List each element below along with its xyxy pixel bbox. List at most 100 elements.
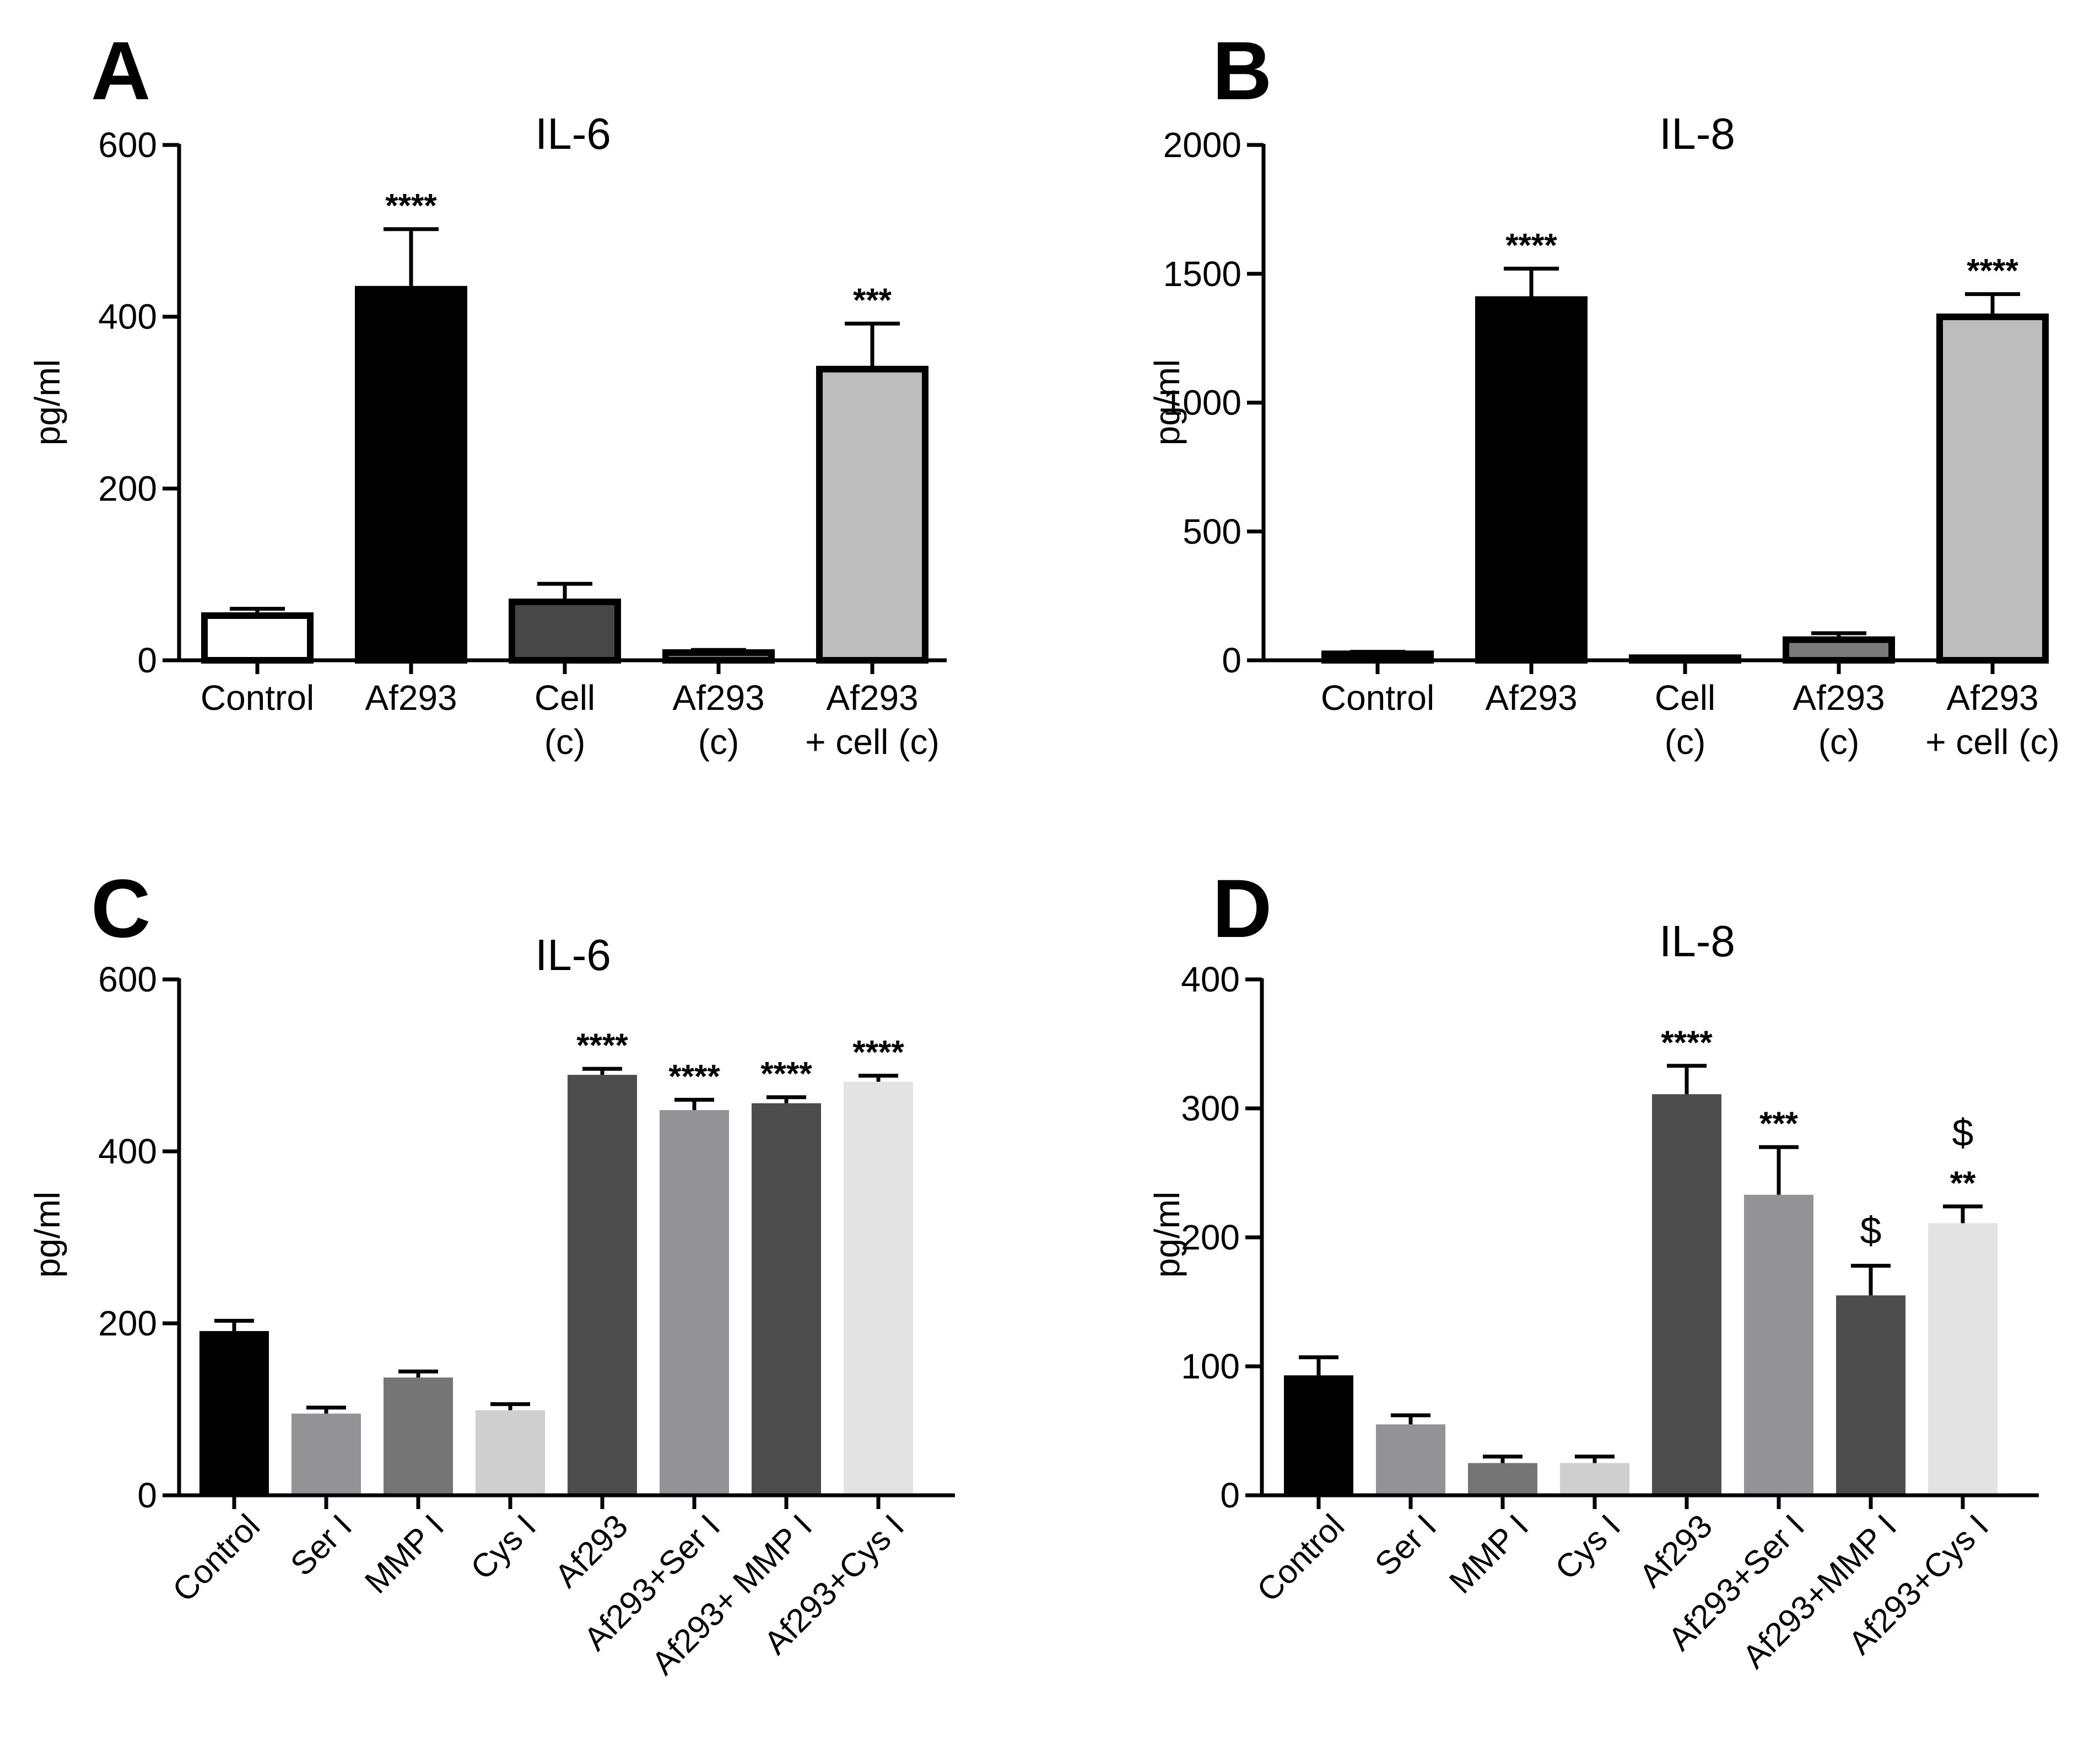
y-tick-label: 400 xyxy=(98,297,157,337)
significance-label: **** xyxy=(1505,227,1557,263)
y-axis-label: pg/ml xyxy=(1147,359,1187,446)
y-tick-label: 200 xyxy=(98,1303,157,1343)
significance-label: **** xyxy=(760,1055,812,1092)
y-tick-label: 1500 xyxy=(1163,254,1241,294)
significance-label: *** xyxy=(1759,1105,1799,1142)
panel-letter: A xyxy=(91,24,150,117)
panel-letter: C xyxy=(91,862,150,955)
category-label-line: + cell (c) xyxy=(1925,722,2060,762)
chart-title: IL-8 xyxy=(1659,109,1735,158)
category-label: Control xyxy=(1250,1507,1351,1609)
category-label: Cys I xyxy=(463,1507,543,1587)
y-tick-label: 500 xyxy=(1183,511,1241,551)
category-label-line: Af293 xyxy=(826,678,918,718)
y-tick-label: 0 xyxy=(1222,640,1241,680)
y-axis-label: pg/ml xyxy=(1147,1192,1187,1278)
y-axis-label: pg/ml xyxy=(28,359,67,446)
y-tick-label: 400 xyxy=(98,1132,157,1171)
bar xyxy=(1376,1424,1445,1495)
significance-label: **** xyxy=(852,1034,904,1071)
category-label: Af293 xyxy=(1485,678,1577,718)
y-axis-label: pg/ml xyxy=(28,1192,67,1278)
category-label-line: Af293 xyxy=(1485,678,1577,718)
category-label: Cell (c) xyxy=(1655,678,1715,762)
bar xyxy=(844,1081,913,1495)
bar xyxy=(1284,1375,1353,1495)
bar xyxy=(355,285,467,664)
bar xyxy=(1475,296,1588,664)
bar xyxy=(1744,1194,1813,1495)
category-label: Ser I xyxy=(283,1507,359,1583)
y-tick-label: 300 xyxy=(1181,1089,1240,1128)
category-label: Af293 (c) xyxy=(1793,678,1885,762)
significance-label: **** xyxy=(1967,252,2018,289)
y-tick-label: 400 xyxy=(1181,960,1240,999)
category-label-line: Control xyxy=(201,678,314,718)
panel-letter: B xyxy=(1212,24,1272,117)
category-label: Af293+ MMP I xyxy=(645,1507,819,1682)
bar xyxy=(568,1075,637,1495)
bar xyxy=(1652,1094,1721,1495)
significance-label: **** xyxy=(668,1058,720,1095)
category-label: Control xyxy=(201,678,314,718)
category-label-line: Af293 xyxy=(365,678,457,718)
category-label: Cell (c) xyxy=(535,678,595,762)
y-tick-label: 200 xyxy=(98,468,157,508)
chart-title: IL-6 xyxy=(535,109,611,158)
significance-label: ** xyxy=(1950,1165,1976,1202)
category-label: Af293 xyxy=(365,678,457,718)
category-label-line: Af293 xyxy=(1946,678,2038,718)
chart-title: IL-8 xyxy=(1659,917,1735,966)
significance-label: **** xyxy=(385,187,437,224)
category-label: Control xyxy=(1321,678,1434,718)
category-label: Af293 xyxy=(1632,1507,1719,1594)
bar xyxy=(291,1413,361,1495)
y-tick-label: 2000 xyxy=(1163,125,1241,165)
bar xyxy=(660,1110,729,1495)
y-tick-label: 0 xyxy=(137,640,157,680)
significance-label: **** xyxy=(1661,1024,1713,1061)
bar xyxy=(476,1410,545,1495)
category-label-line: Cell xyxy=(1655,678,1715,718)
bar xyxy=(1560,1463,1629,1495)
significance-label: $ xyxy=(1860,1209,1882,1252)
y-tick-label: 100 xyxy=(1181,1346,1240,1386)
category-label-line: (c) xyxy=(1818,722,1860,762)
category-label-line: Af293 xyxy=(1793,678,1885,718)
y-tick-label: 200 xyxy=(1181,1218,1240,1257)
category-label: Af293 + cell (c) xyxy=(805,678,940,762)
bar xyxy=(384,1377,453,1495)
y-tick-label: 600 xyxy=(98,960,157,999)
category-label-line: (c) xyxy=(544,722,586,762)
bar xyxy=(752,1103,821,1495)
y-tick-label: 0 xyxy=(1220,1475,1240,1515)
y-tick-label: 1000 xyxy=(1163,383,1241,423)
category-label-line: Control xyxy=(1321,678,1434,718)
category-label: Cys I xyxy=(1548,1507,1627,1587)
category-label-line: (c) xyxy=(698,722,739,762)
category-label: Af293 xyxy=(548,1507,635,1594)
significance-label-extra: $ xyxy=(1952,1111,1974,1154)
chart-title: IL-6 xyxy=(535,930,611,979)
y-tick-label: 0 xyxy=(137,1475,157,1515)
panel-letter: D xyxy=(1212,862,1272,955)
category-label-line: Cell xyxy=(535,678,595,718)
bar xyxy=(816,365,928,664)
bar xyxy=(1928,1223,1998,1495)
bar xyxy=(201,612,314,664)
bar xyxy=(1783,636,1895,664)
category-label-line: + cell (c) xyxy=(805,722,940,762)
category-label: MMP I xyxy=(1442,1507,1535,1601)
bar xyxy=(509,599,621,664)
bar xyxy=(1468,1463,1537,1495)
bar xyxy=(1836,1295,1905,1495)
category-label-line: (c) xyxy=(1665,722,1706,762)
bar xyxy=(1936,313,2049,664)
significance-label: **** xyxy=(576,1027,628,1064)
category-label: Control xyxy=(165,1507,267,1609)
